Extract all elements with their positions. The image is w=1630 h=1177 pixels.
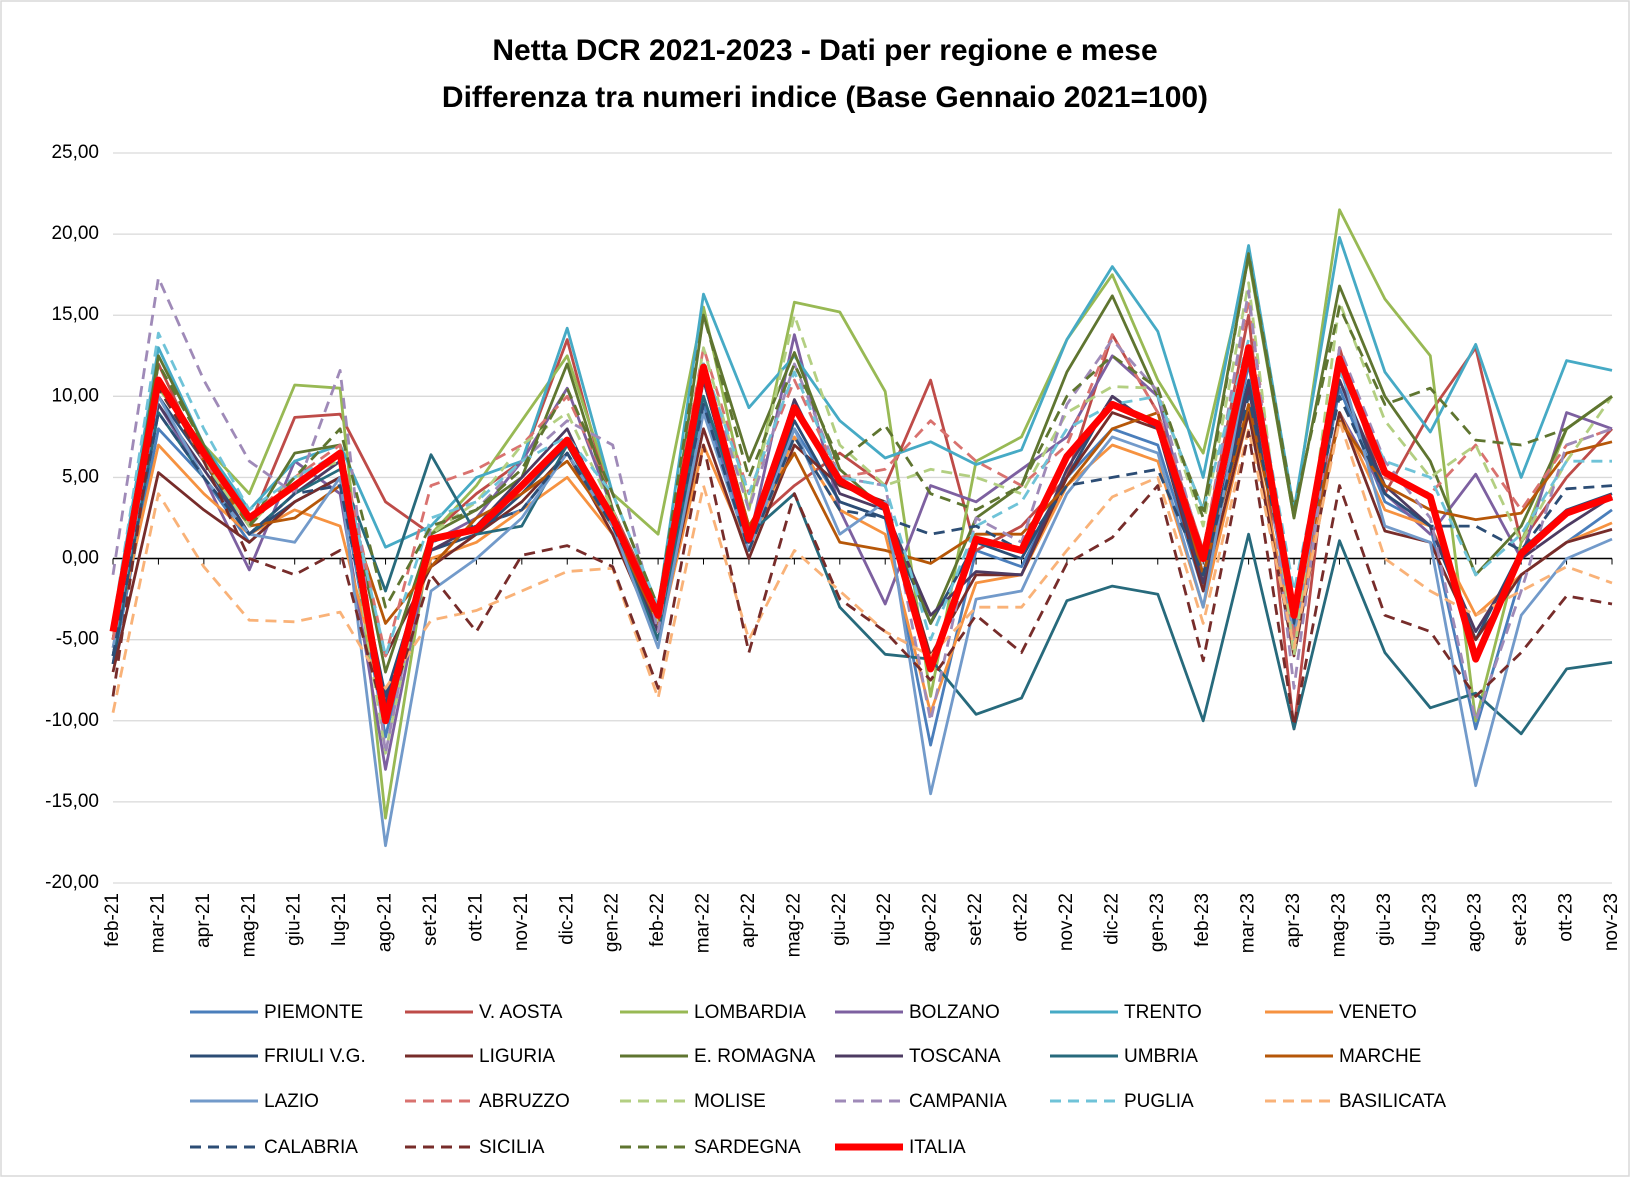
x-tick-label: lug-23 [1419, 893, 1440, 946]
legend-label: TOSCANA [909, 1046, 1001, 1067]
legend-label: ABRUZZO [479, 1091, 570, 1112]
legend-label: FRIULI V.G. [264, 1046, 366, 1067]
legend-label: LOMBARDIA [694, 1002, 806, 1023]
x-tick-label: nov-22 [1056, 893, 1077, 951]
legend-label: PUGLIA [1124, 1091, 1194, 1112]
series-line [111, 386, 1613, 727]
x-tick-label: dic-22 [1101, 893, 1122, 945]
legend-label: V. AOSTA [479, 1002, 563, 1023]
x-tick-label: nov-21 [511, 893, 532, 951]
y-tick-label: 10,00 [51, 385, 99, 406]
x-tick-label: lug-21 [329, 893, 350, 946]
x-tick-label: mag-22 [783, 893, 804, 957]
y-tick-label: -10,00 [45, 710, 99, 731]
y-tick-label: 5,00 [62, 466, 99, 487]
x-tick-label: mar-22 [693, 893, 714, 953]
legend-label: ITALIA [909, 1137, 966, 1158]
series-line [109, 344, 1614, 725]
legend-label: BOLZANO [909, 1002, 1000, 1023]
y-tick-label: 15,00 [51, 304, 99, 325]
series-line [111, 419, 1613, 713]
legend-label: LAZIO [264, 1091, 319, 1112]
x-tick-label: ott-21 [465, 893, 486, 942]
x-tick-label: set-21 [420, 893, 441, 946]
legend-label: LIGURIA [479, 1046, 555, 1067]
x-tick-label: giu-23 [1374, 893, 1395, 946]
x-tick-label: feb-23 [1192, 893, 1213, 947]
x-tick-label: apr-21 [193, 893, 214, 948]
y-tick-label: -15,00 [45, 791, 99, 812]
x-tick-label: ott-22 [1011, 893, 1032, 942]
series-line [111, 252, 1613, 624]
x-tick-label: giu-21 [284, 893, 305, 946]
x-tick-label: feb-22 [647, 893, 668, 947]
y-tick-label: 25,00 [51, 142, 99, 163]
series-line [111, 236, 1613, 624]
x-tick-label: apr-22 [738, 893, 759, 948]
legend-label: SARDEGNA [694, 1137, 801, 1158]
x-tick-label: mag-23 [1328, 893, 1349, 957]
x-tick-label: ott-23 [1556, 893, 1577, 942]
legend-label: BASILICATA [1339, 1091, 1446, 1112]
legend-label: E. ROMAGNA [694, 1046, 816, 1067]
legend-label: TRENTO [1124, 1002, 1202, 1023]
x-tick-label: ago-23 [1465, 893, 1486, 952]
legend-label: MARCHE [1339, 1046, 1421, 1067]
x-tick-label: lug-22 [874, 893, 895, 946]
x-tick-label: ago-22 [920, 893, 941, 952]
y-tick-label: 0,00 [62, 548, 99, 569]
x-tick-label: dic-21 [556, 893, 577, 945]
y-tick-label: 20,00 [51, 223, 99, 244]
y-tick-label: -20,00 [45, 872, 99, 893]
x-tick-label: gen-22 [602, 893, 623, 952]
x-tick-label: feb-21 [102, 893, 123, 947]
x-tick-label: giu-22 [829, 893, 850, 946]
legend-label: UMBRIA [1124, 1046, 1198, 1067]
x-tick-label: mag-21 [238, 893, 259, 957]
legend-label: VENETO [1339, 1002, 1417, 1023]
legend-label: SICILIA [479, 1137, 545, 1158]
series-line [111, 276, 1613, 755]
legend-label: CAMPANIA [909, 1091, 1007, 1112]
x-tick-label: mar-23 [1238, 893, 1259, 953]
x-tick-label: ago-21 [375, 893, 396, 952]
x-tick-label: apr-23 [1283, 893, 1304, 948]
x-tick-label: gen-23 [1147, 893, 1168, 952]
x-tick-label: set-22 [965, 893, 986, 946]
chart-subtitle: Differenza tra numeri indice (Base Genna… [442, 81, 1208, 114]
series-line [111, 394, 1613, 736]
chart-title: Netta DCR 2021-2023 - Dati per regione e… [492, 34, 1157, 67]
y-tick-label: -5,00 [56, 629, 99, 650]
x-tick-label: mar-21 [147, 893, 168, 953]
x-tick-label: nov-23 [1601, 893, 1622, 951]
legend-label: PIEMONTE [264, 1002, 363, 1023]
legend-label: CALABRIA [264, 1137, 358, 1158]
x-tick-label: set-23 [1510, 893, 1531, 946]
legend-label: MOLISE [694, 1091, 766, 1112]
